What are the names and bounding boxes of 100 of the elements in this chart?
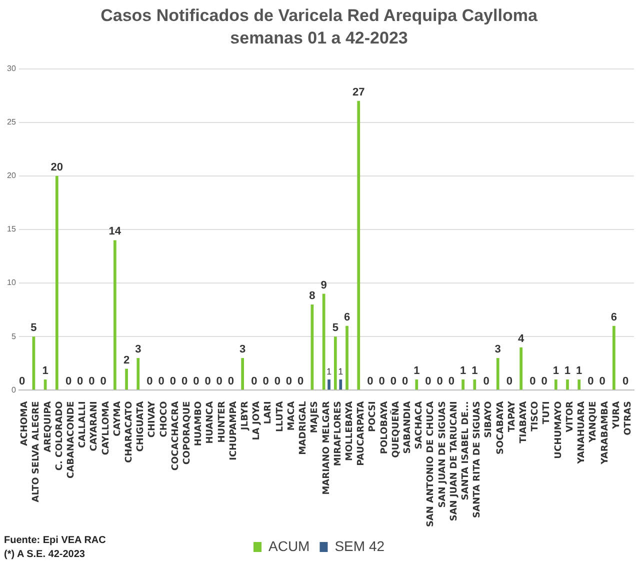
x-tick-label: YANQUE (588, 401, 599, 444)
bar (520, 347, 523, 390)
bar (554, 379, 558, 390)
bar (125, 368, 128, 390)
bar (241, 358, 244, 390)
x-tick-label: MARIANO MELGAR (322, 401, 332, 495)
data-label: 0 (251, 376, 258, 388)
text: (*) A S.E. 42-2023 (4, 548, 86, 562)
data-label: 1 (338, 366, 344, 376)
x-tick-label: JLBYR (240, 401, 251, 432)
data-label: 0 (204, 376, 211, 388)
x-tick-label: TUTI (542, 401, 552, 424)
data-label: 0 (274, 376, 280, 388)
y-tick-label: 10 (6, 278, 16, 288)
x-tick-label: YANAHUARA (577, 401, 588, 465)
data-label: 0 (216, 376, 222, 388)
data-label: 4 (518, 332, 526, 345)
x-tick-label: PAUCARPATA (356, 401, 367, 466)
data-label: 27 (352, 86, 365, 98)
data-label: 5 (30, 322, 37, 334)
x-tick-label: TISCO (530, 400, 541, 432)
data-label: 1 (576, 364, 582, 377)
x-tick-label: YURA (612, 401, 622, 430)
data-label: 0 (170, 376, 176, 388)
x-tick-label: CAYMA (112, 401, 123, 436)
data-label: 0 (298, 376, 304, 388)
legend-label: SEM 42 (334, 538, 385, 554)
data-label: 0 (378, 376, 385, 388)
bar (462, 379, 464, 390)
x-tick-label: UCHUMAYO (554, 400, 564, 459)
bar (113, 240, 116, 390)
chart-subtitle: semanas 01 a 42-2023 (230, 28, 408, 48)
x-tick-label: POCSI (368, 401, 378, 432)
bar (357, 100, 360, 390)
data-label: 3 (494, 344, 501, 356)
x-tick-label: LA JOYA (252, 401, 262, 440)
x-tick-label: SAN JUAN DE TARUCANI (449, 401, 460, 522)
chart-title: Casos Notificados de Varicela Red Arequipa Caylloma (100, 6, 538, 25)
bar (136, 358, 140, 390)
x-tick-label: MAJES (310, 401, 320, 434)
data-label: 0 (100, 376, 106, 388)
y-tick-label: 5 (11, 332, 16, 341)
data-label: 0 (193, 376, 200, 388)
x-tick-label: COCACHACRA (170, 401, 181, 471)
data-label: 1 (552, 364, 559, 377)
data-label: 0 (77, 376, 84, 388)
x-tick-label: YARABAMBA (600, 401, 610, 466)
data-label: 1 (42, 364, 48, 377)
data-label: 1 (472, 364, 478, 377)
x-tick-label: POLOBAYA (380, 401, 390, 454)
x-tick-label: SACHACA (414, 401, 425, 450)
bar (334, 336, 337, 390)
x-tick-label: CHOCO (159, 400, 170, 438)
bar (496, 358, 500, 390)
data-label: 3 (240, 344, 246, 356)
x-tick-label: CHARACATO (124, 400, 134, 463)
bar (415, 379, 418, 390)
data-label: 0 (483, 376, 490, 388)
data-label: 0 (262, 376, 269, 388)
data-label: 0 (367, 376, 374, 388)
x-tick-label: SAN ANTONIO DE CHUCA (426, 401, 436, 528)
data-label: 0 (425, 376, 432, 388)
x-tick-label: SANTA RITA DE SIGUAS (472, 401, 483, 518)
data-label: 0 (146, 376, 153, 388)
y-tick-label: 0 (11, 385, 16, 394)
data-label: 0 (19, 376, 26, 388)
x-tick-label: MACA (286, 401, 297, 431)
data-label: 0 (448, 376, 455, 388)
x-tick-label: CALLALLI (78, 401, 88, 448)
x-tick-label: QUEQUEÑA (389, 401, 402, 458)
x-tick-label: CAYARANI (90, 401, 100, 452)
y-tick-label: 30 (6, 64, 16, 74)
x-tick-label: ACHOMA (20, 401, 30, 446)
x-tick-label: LLUTA (275, 401, 286, 432)
data-label: 0 (228, 376, 234, 388)
bar (339, 379, 342, 390)
data-label: 5 (332, 322, 338, 334)
x-tick-label: CABANACONDE (66, 401, 76, 478)
x-tick-label: HUNTER (217, 401, 228, 443)
data-label: 2 (123, 354, 130, 366)
data-label: 0 (390, 376, 396, 388)
data-label: 1 (414, 364, 420, 377)
x-tick-label: TAPAY (507, 400, 518, 432)
data-label: 6 (344, 311, 350, 324)
data-label: 3 (135, 344, 142, 356)
data-label: 0 (541, 376, 548, 388)
x-tick-label: VITOR (565, 401, 576, 432)
x-tick-label: ALTO SELVA ALEGRE (32, 401, 42, 502)
data-label: 0 (530, 376, 536, 388)
data-label: 0 (436, 376, 443, 388)
x-tick-label: SABANDIA (402, 401, 413, 454)
data-label: 9 (320, 279, 327, 292)
x-tick-label: SAN JUAN DE SIGUAS (438, 401, 448, 508)
data-label: 8 (309, 290, 316, 302)
bar (55, 176, 58, 390)
y-tick-label: 15 (6, 224, 16, 234)
data-label: 0 (181, 376, 188, 388)
y-tick-label: 20 (6, 171, 16, 180)
data-label: 0 (506, 376, 513, 388)
data-label: 1 (564, 364, 571, 377)
